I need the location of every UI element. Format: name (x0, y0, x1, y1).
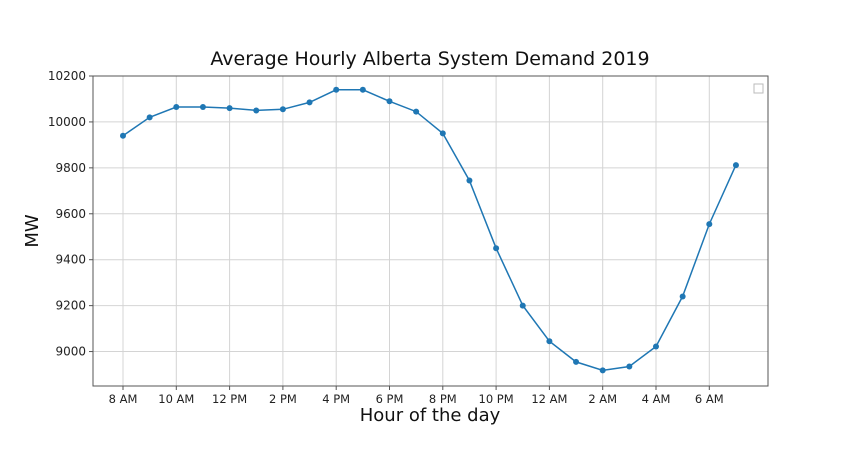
y-tick-label: 9800 (55, 161, 86, 175)
x-tick-label: 6 AM (695, 392, 724, 406)
grid-lines (93, 75, 768, 386)
data-point (732, 162, 739, 169)
data-point (626, 363, 633, 370)
data-point (199, 104, 206, 110)
y-tick-label: 9200 (55, 299, 86, 313)
data-point (386, 98, 393, 105)
x-tick-label: 12 PM (212, 392, 247, 406)
data-point (546, 338, 553, 345)
chart-title: Average Hourly Alberta System Demand 201… (210, 48, 649, 70)
y-axis-ticks: 9000 9200 9400 9600 9800 10000 10200 (48, 69, 93, 359)
x-tick-label: 10 AM (158, 392, 194, 406)
data-point (173, 104, 180, 110)
x-tick-label: 8 AM (109, 392, 138, 406)
x-tick-label: 12 AM (531, 392, 567, 406)
y-tick-label: 9000 (55, 345, 86, 359)
y-tick-label: 9600 (55, 207, 86, 221)
data-point (413, 108, 420, 115)
data-point (226, 105, 233, 112)
y-tick-label: 10200 (48, 69, 86, 83)
data-point (359, 86, 366, 93)
data-point (253, 107, 260, 114)
data-point (439, 130, 446, 137)
x-tick-label: 4 PM (322, 392, 350, 406)
data-point (120, 132, 126, 139)
y-tick-label: 10000 (48, 115, 86, 129)
data-point (333, 86, 340, 93)
data-point (573, 358, 580, 365)
x-axis-ticks: 8 AM 10 AM 12 PM 2 PM 4 PM 6 PM 8 PM 10 PM 12 AM… (109, 386, 724, 406)
data-point (306, 99, 313, 106)
plot-area-frame (92, 75, 769, 387)
x-tick-label: 4 AM (642, 392, 671, 406)
x-tick-label: 2 AM (588, 392, 617, 406)
y-tick-label: 9400 (55, 253, 86, 267)
series-demand (120, 86, 739, 374)
data-point (653, 343, 659, 350)
data-point (519, 302, 526, 309)
data-point (146, 114, 153, 121)
data-point (279, 106, 286, 113)
y-axis-label: MW (22, 214, 43, 248)
data-point (466, 177, 473, 184)
data-point (493, 245, 500, 252)
data-point (679, 293, 686, 300)
data-point (706, 221, 713, 228)
x-axis-label: Hour of the day (360, 405, 501, 426)
data-point (599, 367, 606, 374)
x-tick-label: 10 PM (479, 392, 514, 406)
x-tick-label: 6 PM (376, 392, 404, 406)
x-tick-label: 8 PM (429, 392, 457, 406)
x-tick-label: 2 PM (269, 392, 297, 406)
legend-box (753, 83, 764, 94)
series-line (122, 89, 737, 372)
